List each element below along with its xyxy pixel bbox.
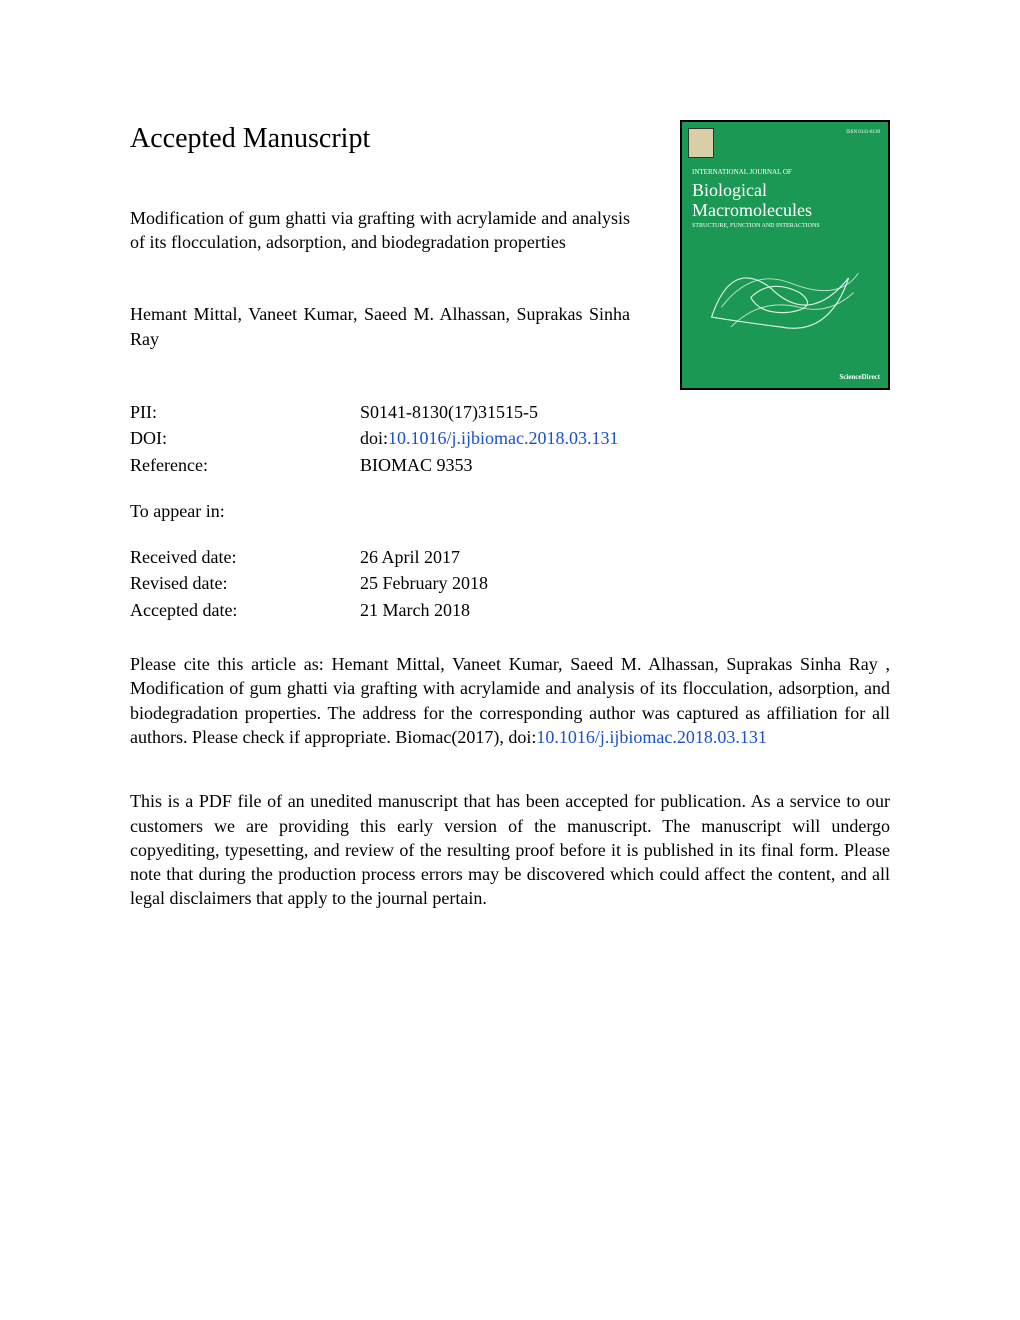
doi-prefix: doi: <box>360 428 388 448</box>
cover-title-line2: Macromolecules <box>692 198 812 222</box>
article-authors: Hemant Mittal, Vaneet Kumar, Saeed M. Al… <box>130 302 630 351</box>
appear-value <box>360 499 890 523</box>
meta-row-appear: To appear in: <box>130 499 890 523</box>
meta-row-revised: Revised date: 25 February 2018 <box>130 571 890 595</box>
meta-row-received: Received date: 26 April 2017 <box>130 545 890 569</box>
metadata-table: PII: S0141-8130(17)31515-5 DOI: doi:10.1… <box>130 400 890 622</box>
pii-label: PII: <box>130 400 360 424</box>
meta-row-accepted: Accepted date: 21 March 2018 <box>130 598 890 622</box>
appear-label: To appear in: <box>130 499 360 523</box>
page-title: Accepted Manuscript <box>130 120 630 158</box>
header-row: Accepted Manuscript Modification of gum … <box>130 120 890 390</box>
meta-row-pii: PII: S0141-8130(17)31515-5 <box>130 400 890 424</box>
cover-intl-label: INTERNATIONAL JOURNAL OF <box>692 168 792 177</box>
article-title: Modification of gum ghatti via grafting … <box>130 206 630 255</box>
meta-row-reference: Reference: BIOMAC 9353 <box>130 453 890 477</box>
received-value: 26 April 2017 <box>360 545 890 569</box>
cover-issn: ISSN 0141-8130 <box>846 130 880 137</box>
left-column: Accepted Manuscript Modification of gum … <box>130 120 630 381</box>
revised-label: Revised date: <box>130 571 360 595</box>
citation-doi-link[interactable]: 10.1016/j.ijbiomac.2018.03.131 <box>536 727 766 747</box>
pii-value: S0141-8130(17)31515-5 <box>360 400 890 424</box>
meta-row-doi: DOI: doi:10.1016/j.ijbiomac.2018.03.131 <box>130 426 890 450</box>
doi-label: DOI: <box>130 426 360 450</box>
doi-link[interactable]: 10.1016/j.ijbiomac.2018.03.131 <box>388 428 618 448</box>
elsevier-tree-icon <box>688 128 714 158</box>
cover-subtitle: STRUCTURE, FUNCTION AND INTERACTIONS <box>692 222 820 230</box>
cover-art <box>692 237 878 358</box>
reference-value: BIOMAC 9353 <box>360 453 890 477</box>
revised-value: 25 February 2018 <box>360 571 890 595</box>
doi-value: doi:10.1016/j.ijbiomac.2018.03.131 <box>360 426 890 450</box>
received-label: Received date: <box>130 545 360 569</box>
disclaimer-paragraph: This is a PDF file of an unedited manusc… <box>130 789 890 910</box>
accepted-value: 21 March 2018 <box>360 598 890 622</box>
citation-text: Please cite this article as: Hemant Mitt… <box>130 654 890 747</box>
journal-cover: ISSN 0141-8130 INTERNATIONAL JOURNAL OF … <box>680 120 890 390</box>
citation-paragraph: Please cite this article as: Hemant Mitt… <box>130 652 890 749</box>
cover-sciencedirect: ScienceDirect <box>839 373 880 382</box>
accepted-label: Accepted date: <box>130 598 360 622</box>
reference-label: Reference: <box>130 453 360 477</box>
